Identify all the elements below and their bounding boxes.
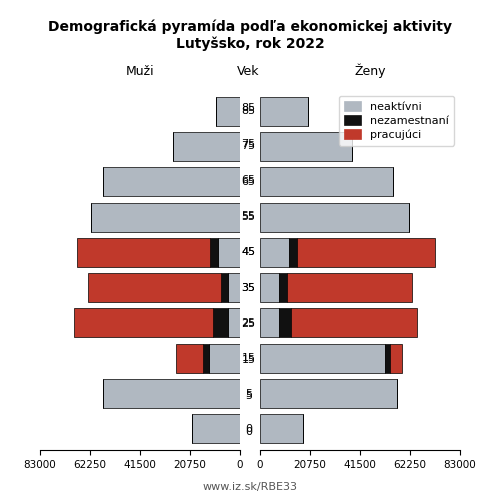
Bar	[260, 96, 308, 126]
Bar	[228, 308, 240, 338]
Bar	[210, 238, 218, 267]
Text: 15: 15	[242, 353, 256, 363]
Bar	[390, 344, 402, 372]
Bar	[298, 238, 434, 267]
Bar	[78, 238, 210, 267]
Text: 25: 25	[242, 318, 256, 328]
Bar	[214, 308, 228, 338]
Bar	[172, 132, 240, 161]
Bar	[90, 202, 240, 232]
Bar	[280, 273, 286, 302]
Bar	[260, 273, 280, 302]
Bar	[228, 273, 240, 302]
Bar	[260, 202, 410, 232]
Text: Ženy: Ženy	[354, 64, 386, 78]
Bar	[260, 379, 398, 408]
Text: Demografická pyramída podľa ekonomickej aktivity
Lutyšsko, rok 2022: Demografická pyramída podľa ekonomickej …	[48, 20, 452, 50]
Text: 75: 75	[242, 142, 256, 152]
Text: 0: 0	[245, 424, 252, 434]
Text: 65: 65	[242, 175, 256, 185]
Text: 15: 15	[242, 355, 256, 365]
Text: 35: 35	[242, 282, 256, 292]
Text: 0: 0	[245, 427, 252, 437]
Bar	[386, 344, 390, 372]
Bar	[260, 344, 386, 372]
Bar	[88, 273, 220, 302]
Bar	[289, 238, 298, 267]
Text: 85: 85	[242, 103, 256, 113]
Text: 35: 35	[242, 283, 256, 293]
Text: 65: 65	[242, 177, 256, 187]
Bar	[280, 308, 291, 338]
Text: 55: 55	[242, 212, 256, 222]
Bar	[260, 238, 289, 267]
Bar	[260, 308, 280, 338]
Legend: neaktívni, nezamestnaní, pracujúci: neaktívni, nezamestnaní, pracujúci	[339, 96, 454, 146]
Bar	[202, 344, 208, 372]
Bar	[218, 238, 240, 267]
Bar	[176, 344, 203, 372]
Text: 5: 5	[245, 391, 252, 401]
Text: www.iz.sk/RBE33: www.iz.sk/RBE33	[202, 482, 298, 492]
Bar	[286, 273, 412, 302]
Text: Muži: Muži	[126, 65, 154, 78]
Bar	[260, 132, 352, 161]
Bar	[102, 168, 240, 196]
Text: 45: 45	[242, 247, 256, 257]
Text: 5: 5	[245, 388, 252, 398]
Text: 85: 85	[242, 106, 256, 116]
Text: 75: 75	[242, 139, 256, 149]
Bar	[216, 96, 240, 126]
Text: 25: 25	[242, 319, 256, 329]
Bar	[208, 344, 240, 372]
Bar	[220, 273, 228, 302]
Text: 55: 55	[242, 211, 256, 221]
Bar	[102, 379, 240, 408]
Text: 45: 45	[242, 248, 256, 258]
Bar	[260, 168, 392, 196]
Bar	[74, 308, 214, 338]
Bar	[260, 414, 304, 444]
Bar	[192, 414, 240, 444]
Text: Vek: Vek	[238, 65, 260, 78]
Bar	[292, 308, 416, 338]
